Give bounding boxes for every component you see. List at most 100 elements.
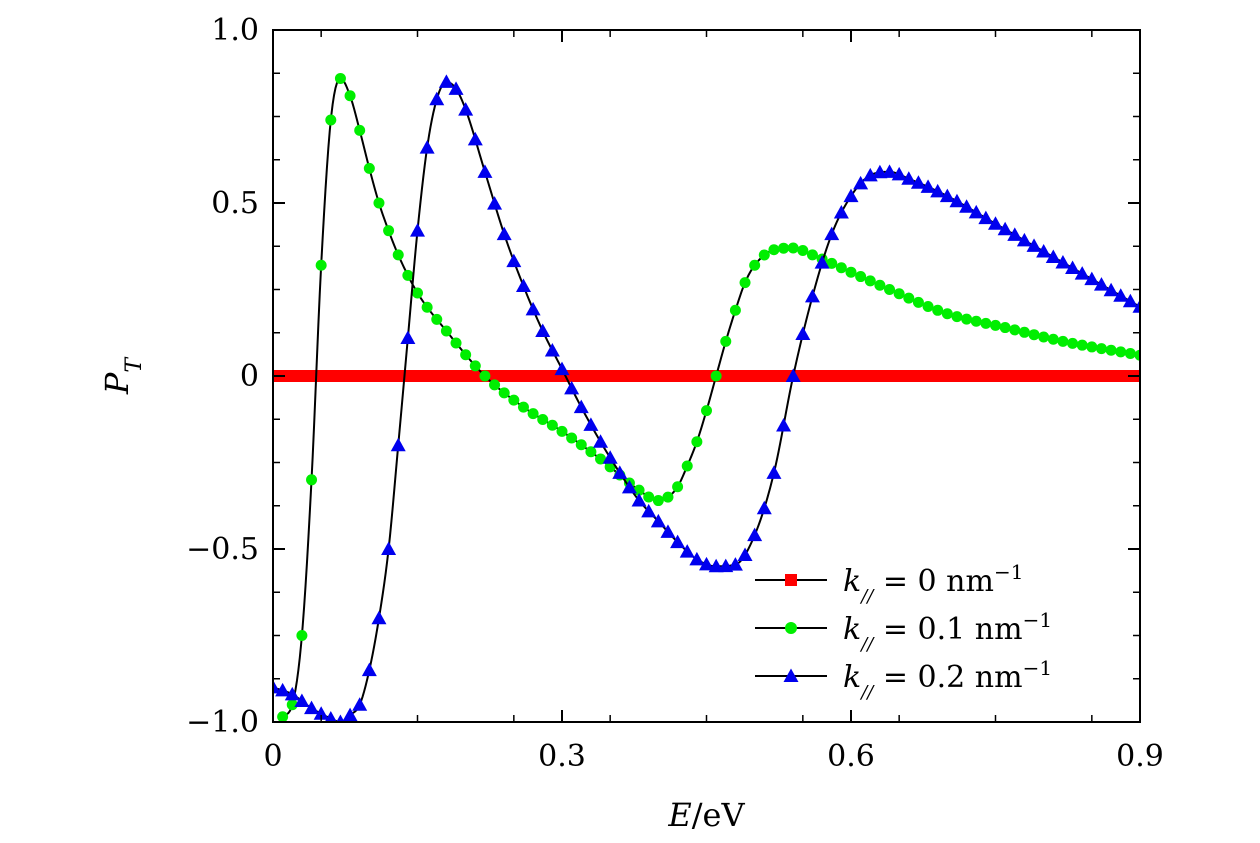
y-axis-label-sub: T	[122, 356, 147, 373]
data-point	[1115, 346, 1127, 358]
data-point	[537, 413, 549, 425]
data-point	[1018, 326, 1030, 338]
data-point	[672, 481, 684, 493]
data-point	[939, 188, 955, 203]
ticks-layer: 0 0.3 0.6 0.9 −1.0 −0.5 0 0.5 1.0	[186, 13, 1164, 774]
x-axis-label-var: E	[667, 796, 691, 834]
data-point	[342, 707, 358, 722]
data-point	[930, 183, 946, 198]
legend-label: k// = 0.1 nm−1	[843, 608, 1052, 655]
data-point	[951, 311, 963, 323]
data-point	[824, 226, 840, 241]
data-point	[450, 337, 462, 349]
y-tick-label: −1.0	[186, 705, 259, 740]
data-point	[884, 284, 896, 295]
data-point	[641, 503, 657, 518]
data-point	[373, 197, 385, 209]
data-point	[354, 124, 366, 136]
series-triangle	[273, 74, 1140, 722]
data-point	[477, 164, 493, 178]
x-tick-label: 0.6	[827, 739, 875, 774]
data-point	[573, 399, 589, 414]
data-point	[631, 493, 647, 507]
data-point	[458, 102, 474, 116]
data-point	[564, 380, 580, 395]
data-point	[729, 304, 741, 316]
data-point	[845, 266, 857, 278]
data-point	[469, 360, 481, 372]
data-point	[708, 558, 724, 573]
data-point	[1065, 260, 1081, 275]
data-point	[893, 288, 905, 300]
data-point	[1076, 339, 1088, 351]
data-point	[710, 370, 722, 382]
data-point	[585, 446, 597, 458]
data-point	[429, 91, 445, 106]
data-point	[747, 527, 763, 542]
data-point	[853, 175, 869, 190]
data-point	[544, 342, 560, 357]
data-point	[720, 335, 732, 347]
data-point	[1132, 299, 1140, 313]
data-point	[284, 686, 300, 701]
data-point	[1007, 227, 1023, 241]
data-point	[949, 193, 965, 208]
data-point	[392, 249, 404, 261]
data-point	[727, 557, 743, 571]
data-point	[901, 171, 917, 185]
data-point	[756, 500, 772, 515]
data-point	[855, 271, 867, 283]
data-point	[652, 495, 664, 507]
legend-label: k// = 0.2 nm−1	[843, 656, 1052, 703]
legend-marker	[785, 574, 797, 586]
data-point	[662, 491, 674, 503]
data-point	[546, 419, 558, 431]
data-point	[294, 693, 310, 708]
data-point	[768, 244, 780, 256]
data-point	[1105, 344, 1117, 356]
data-point	[988, 216, 1003, 230]
data-point	[363, 162, 375, 174]
data-point	[296, 630, 308, 641]
data-point	[778, 242, 790, 254]
data-point	[978, 210, 994, 225]
data-point	[566, 432, 578, 444]
data-point	[304, 700, 320, 715]
legend: k// = 0 nm−1k// = 0.1 nm−1k// = 0.2 nm−1	[755, 560, 1052, 703]
data-point	[1036, 243, 1052, 258]
data-point	[1086, 341, 1098, 353]
data-point	[681, 460, 693, 472]
data-point	[650, 513, 666, 528]
data-point	[527, 408, 539, 420]
data-point	[400, 330, 416, 344]
data-point	[1038, 331, 1050, 343]
data-point	[489, 379, 501, 391]
data-point	[961, 313, 973, 325]
data-point	[1113, 288, 1129, 302]
data-point	[381, 541, 397, 555]
data-point	[785, 368, 801, 382]
data-point	[412, 287, 423, 299]
data-point	[941, 308, 953, 320]
data-point	[487, 196, 503, 210]
data-point	[621, 479, 637, 494]
data-point	[932, 304, 944, 316]
data-point	[554, 361, 570, 376]
data-point	[922, 300, 934, 312]
y-tick-label: 1.0	[211, 13, 259, 48]
data-point	[535, 323, 551, 338]
data-point	[1103, 282, 1119, 297]
data-point	[448, 81, 464, 95]
data-point	[402, 269, 414, 281]
data-point	[383, 225, 395, 237]
data-point	[517, 401, 529, 413]
data-point	[749, 259, 761, 271]
data-point	[795, 326, 811, 341]
data-point	[1028, 329, 1040, 341]
data-point	[1124, 348, 1136, 360]
data-point	[440, 325, 452, 337]
data-point	[872, 164, 888, 179]
data-point	[843, 188, 859, 203]
data-point	[324, 711, 337, 722]
data-point	[583, 417, 599, 431]
